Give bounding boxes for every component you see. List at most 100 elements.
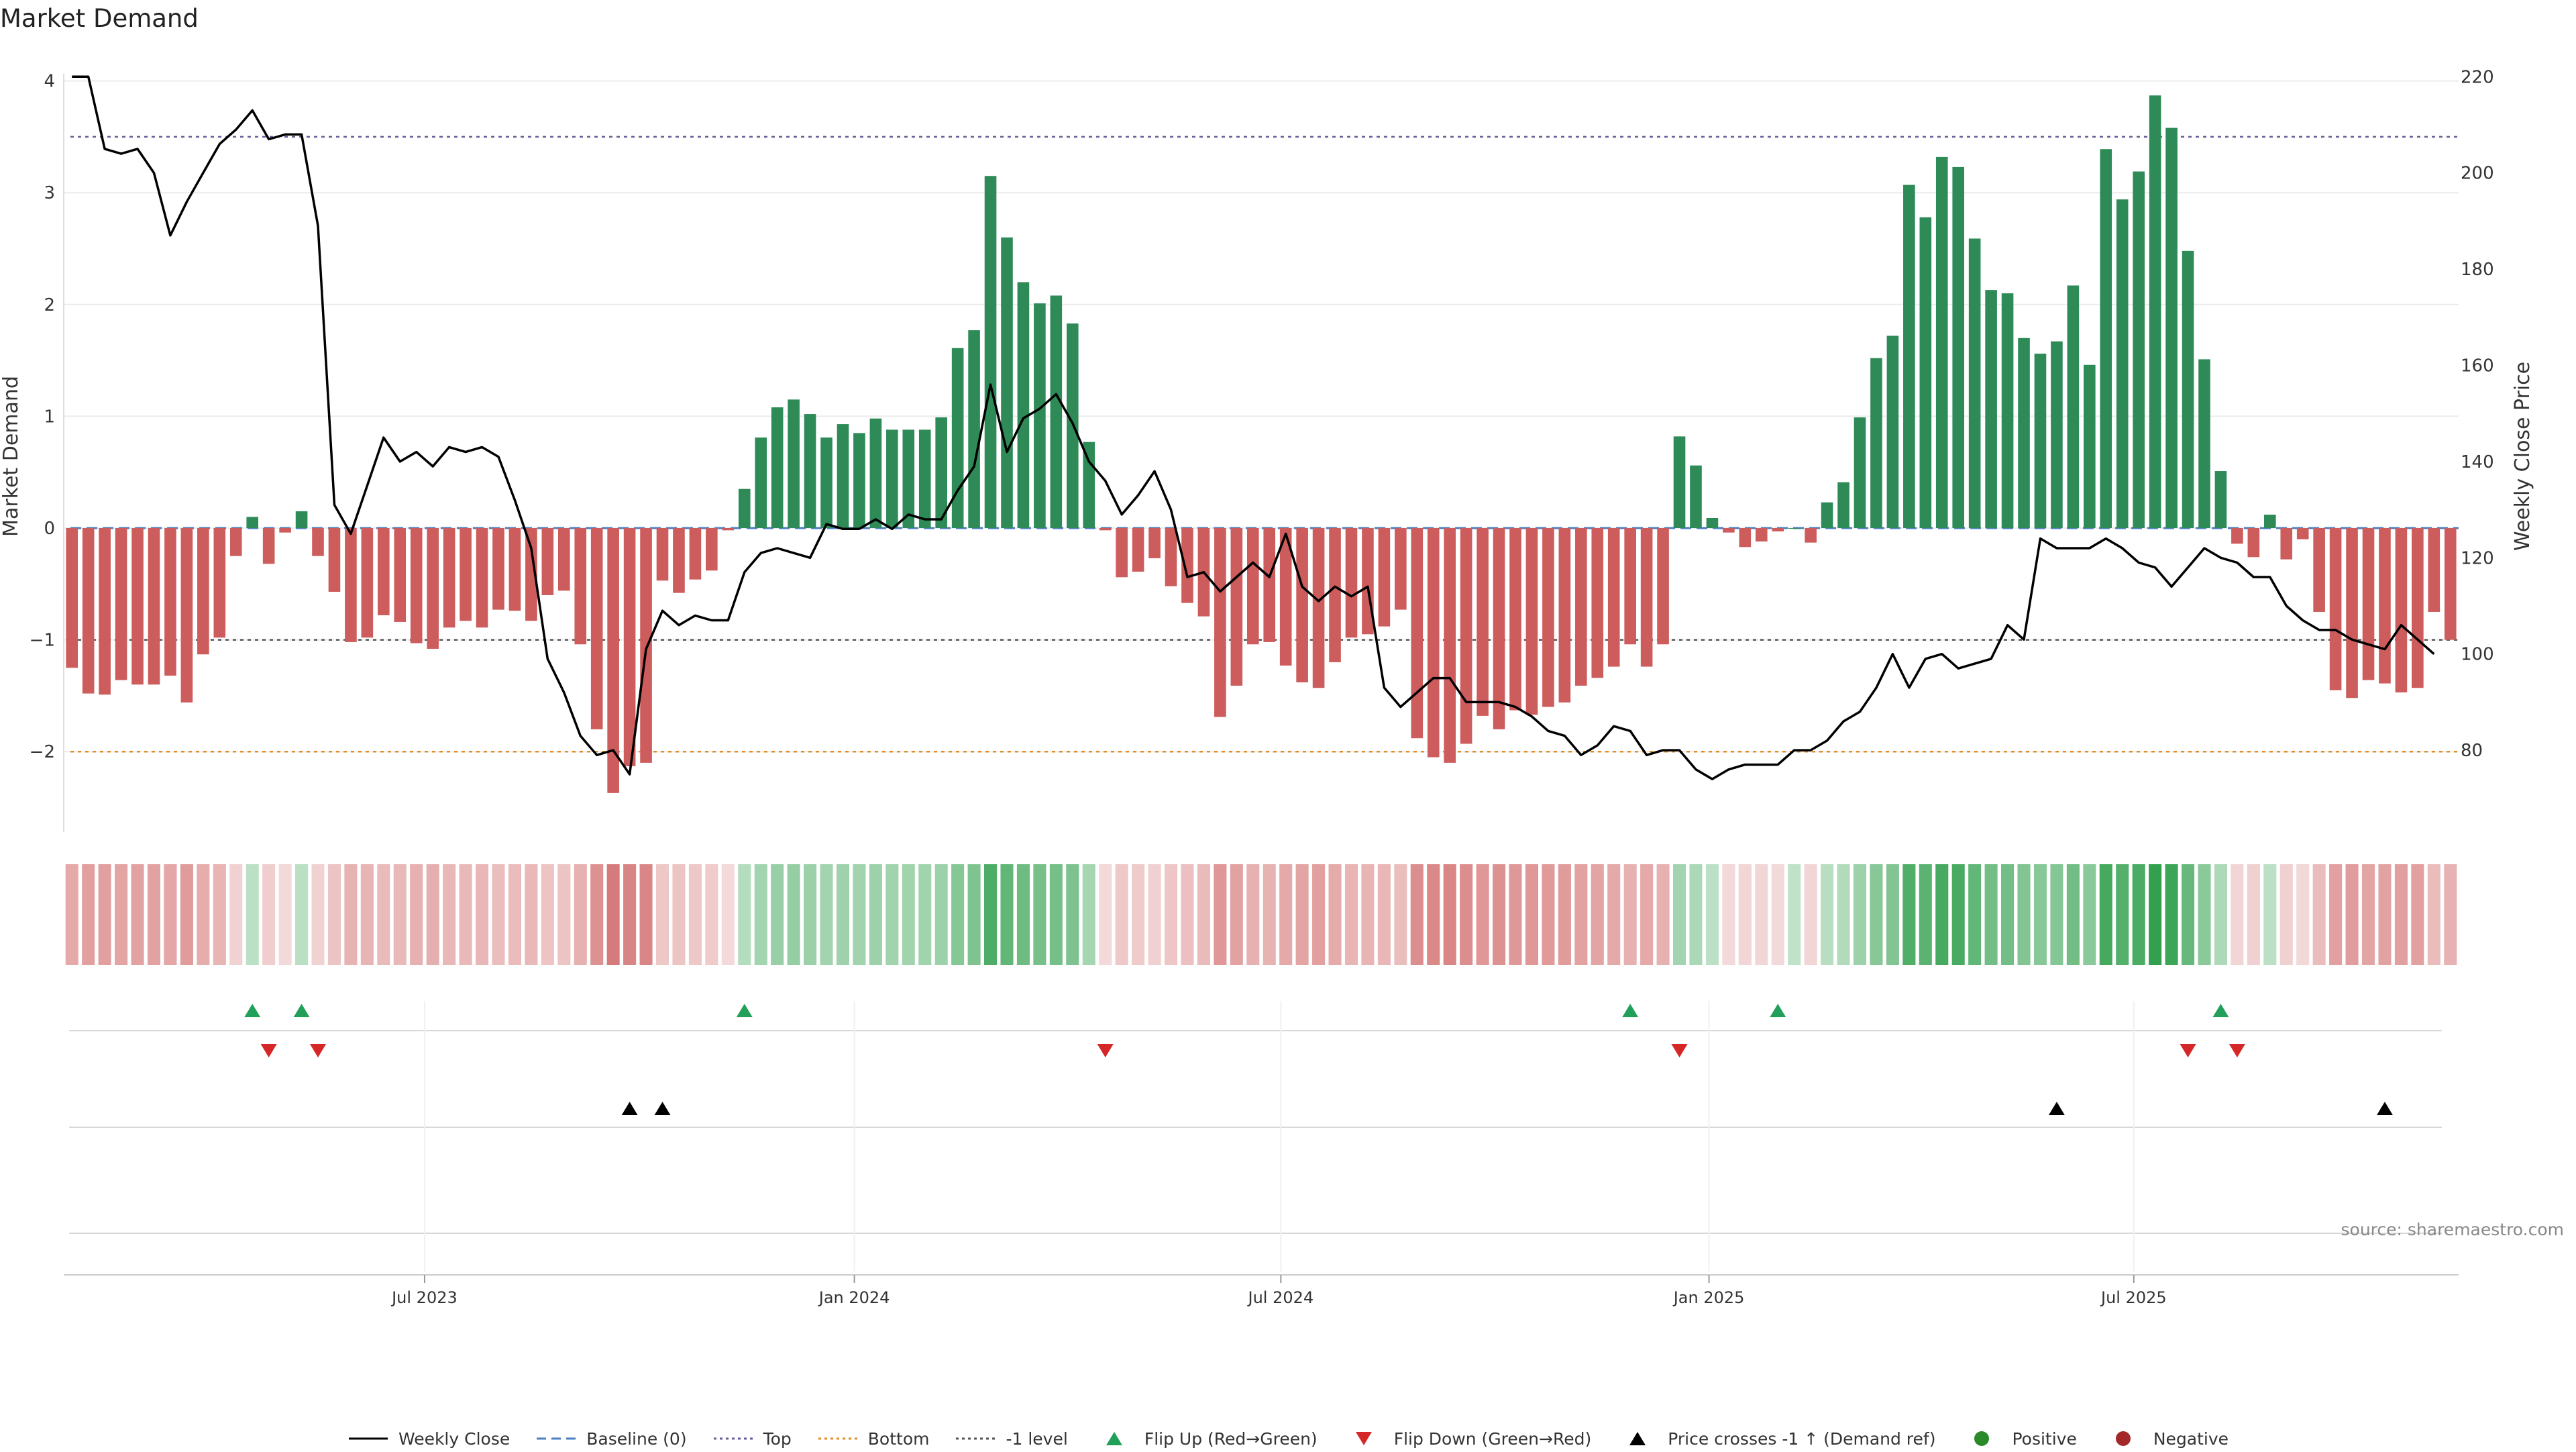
price-line (72, 75, 2435, 780)
demand-bar (1640, 528, 1653, 667)
price-cross-marker (2048, 1102, 2065, 1115)
heat-cell (951, 864, 965, 965)
demand-bar (427, 528, 439, 649)
demand-bar (1214, 528, 1226, 717)
demand-bar (508, 528, 521, 611)
heat-cell (2033, 864, 2047, 965)
heat-cell (410, 864, 423, 965)
demand-bar (623, 528, 636, 766)
heat-cell (1476, 864, 1489, 965)
heat-cell (1968, 864, 1982, 965)
demand-bar (378, 528, 390, 615)
y-tick-label-left: 3 (44, 183, 55, 203)
heat-cell (164, 864, 177, 965)
demand-bar (1968, 238, 1981, 528)
legend-item: Weekly Close (347, 1429, 510, 1449)
heat-cell (2345, 864, 2359, 965)
demand-bar (312, 528, 324, 556)
x-tick-label: Jan 2024 (818, 1288, 890, 1307)
heat-cell (426, 864, 439, 965)
demand-bar (2214, 471, 2227, 528)
heat-cell (853, 864, 866, 965)
heat-cell (1082, 864, 1095, 965)
y-tick-label-right: 200 (2461, 164, 2494, 184)
legend-label: Flip Down (Green→Red) (1393, 1429, 1592, 1449)
heat-cell (1066, 864, 1079, 965)
demand-bar (361, 528, 374, 638)
demand-bar (2395, 528, 2408, 692)
demand-bar (1083, 442, 1095, 528)
demand-bar (820, 437, 833, 528)
heat-cell (1623, 864, 1637, 965)
demand-bar (2379, 528, 2391, 684)
demand-bar (968, 330, 980, 528)
demand-bar (2280, 528, 2293, 560)
demand-bar (1886, 335, 1899, 528)
y-tick-label-right: 120 (2461, 548, 2494, 568)
flip-up-marker (1622, 1004, 1639, 1017)
demand-bar (229, 528, 242, 556)
demand-bar (853, 433, 865, 528)
legend-label: -1 level (1006, 1429, 1068, 1449)
heat-cell (885, 864, 899, 965)
heat-cell (1115, 864, 1128, 965)
heat-cell (1886, 864, 1899, 965)
demand-bar (1837, 482, 1849, 528)
heat-cell (1738, 864, 1752, 965)
legend-symbol-solid-line (347, 1429, 389, 1448)
heat-cell (1312, 864, 1326, 965)
demand-bar (1378, 528, 1391, 627)
legend-label: Positive (2012, 1429, 2077, 1449)
chart-title: Market Demand (0, 4, 199, 33)
heat-cell (1525, 864, 1538, 965)
heat-cell (1328, 864, 1342, 965)
heat-cell (672, 864, 686, 965)
y-tick-label-right: 220 (2461, 67, 2494, 87)
heat-cell (2099, 864, 2112, 965)
demand-bar (115, 528, 127, 680)
heat-cell (2263, 864, 2277, 965)
heat-cell (1214, 864, 1227, 965)
demand-bar (557, 528, 570, 591)
demand-bar (2263, 515, 2276, 528)
heat-cell (1164, 864, 1178, 965)
heat-cell (771, 864, 784, 965)
demand-bar (1624, 528, 1636, 645)
demand-bar (1050, 295, 1063, 528)
demand-bar (706, 528, 718, 571)
legend-symbol-dashed-line (535, 1429, 577, 1448)
legend-symbol-dotted-line (712, 1429, 754, 1448)
demand-bar (1788, 528, 1801, 529)
heat-cell (1263, 864, 1276, 965)
demand-bar (1427, 528, 1440, 758)
heat-cell (1705, 864, 1719, 965)
demand-bar (951, 348, 964, 528)
demand-bar (1985, 290, 1997, 528)
demand-bar (1854, 417, 1866, 528)
demand-bar (2067, 285, 2080, 528)
demand-bar (1148, 528, 1161, 558)
heat-cell (147, 864, 161, 965)
demand-bar (1805, 528, 1817, 543)
legend-label: Negative (2153, 1429, 2229, 1449)
demand-bar (689, 528, 702, 580)
demand-bar (1444, 528, 1456, 763)
demand-bar (197, 528, 209, 655)
heat-cell (1771, 864, 1784, 965)
demand-bar (1001, 237, 1013, 528)
demand-bar (1279, 528, 1292, 666)
heat-cell (1591, 864, 1604, 965)
demand-bar (1575, 528, 1587, 686)
heat-cell (1656, 864, 1670, 965)
heat-cell (869, 864, 882, 965)
heat-cell (1672, 864, 1686, 965)
flip-down-marker (310, 1044, 327, 1057)
heat-cell (1427, 864, 1440, 965)
demand-bar (1755, 528, 1768, 541)
demand-bar (1411, 528, 1424, 739)
x-tick-label: Jul 2023 (390, 1288, 458, 1307)
heat-cell (2231, 864, 2244, 965)
heat-cell (229, 864, 243, 965)
heat-cell (443, 864, 456, 965)
